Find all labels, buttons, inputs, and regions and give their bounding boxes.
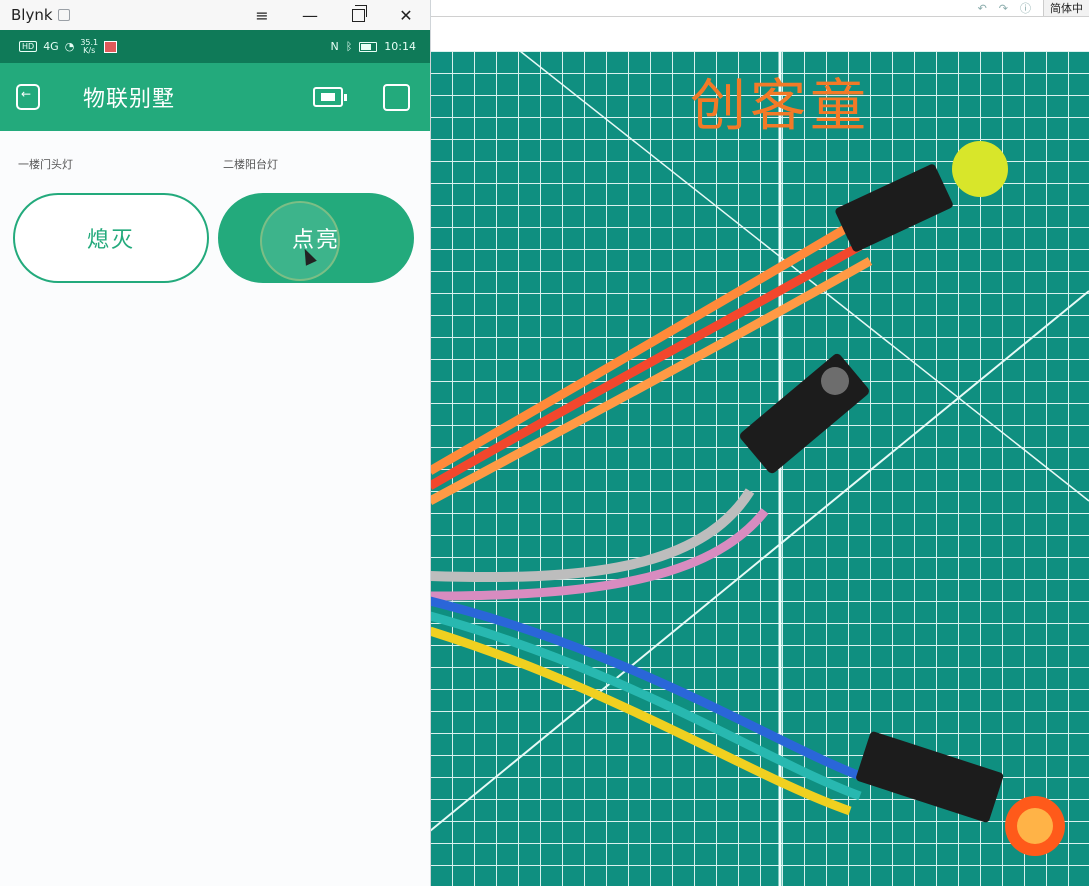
brand-logo-text: 创客童 bbox=[690, 74, 870, 139]
bluetooth-icon: ᛒ bbox=[345, 40, 353, 53]
notification-icon bbox=[104, 40, 118, 53]
window-titlebar: Blynk ≡ — ✕ bbox=[0, 0, 430, 30]
close-icon[interactable]: ✕ bbox=[399, 5, 413, 25]
widget-label-1: 一楼门头灯 bbox=[18, 158, 73, 171]
window-controls: ≡ — ✕ bbox=[238, 0, 430, 30]
clock: 10:14 bbox=[384, 40, 416, 53]
light-1-button-text: 熄灭 bbox=[86, 228, 135, 253]
android-statusbar: HD 4G ◔ 35.1 K/s N ᛒ 10:14 bbox=[0, 30, 430, 63]
redo-icon[interactable]: ↷ bbox=[998, 1, 1008, 15]
background-toolbar: ↶ ↷ ⓘ 简体中 bbox=[430, 0, 1089, 17]
cutting-mat-photo bbox=[430, 51, 1089, 886]
background-strip bbox=[430, 17, 1089, 51]
net-speed: 35.1 K/s bbox=[80, 37, 99, 55]
blynk-appbar: 物联别墅 bbox=[0, 63, 430, 131]
help-icon[interactable]: ⓘ bbox=[1020, 2, 1031, 15]
window-title: Blynk bbox=[11, 6, 70, 24]
dashboard-canvas: 一楼门头灯 二楼阳台灯 熄灭 点亮 bbox=[0, 131, 430, 886]
video-frame: 创客童 bbox=[430, 51, 1089, 886]
pin-icon[interactable] bbox=[57, 9, 70, 21]
restore-icon[interactable] bbox=[334, 0, 382, 30]
play-icon[interactable] bbox=[383, 83, 410, 111]
hd-badge: HD bbox=[19, 41, 38, 52]
blynk-window: Blynk ≡ — ✕ HD 4G ◔ 35.1K/s N ᛒ 10:14 物联… bbox=[0, 0, 431, 886]
minimize-icon[interactable]: — bbox=[302, 5, 318, 25]
light-2-button[interactable]: 点亮 bbox=[218, 193, 414, 283]
light-2-button-text: 点亮 bbox=[291, 228, 340, 253]
widget-label-2: 二楼阳台灯 bbox=[223, 158, 278, 171]
device-icon[interactable] bbox=[313, 87, 347, 107]
nfc-icon: N bbox=[330, 40, 339, 53]
exit-icon[interactable] bbox=[16, 84, 40, 110]
undo-icon[interactable]: ↶ bbox=[977, 1, 987, 15]
wifi-icon: ◔ bbox=[64, 40, 75, 53]
project-title: 物联别墅 bbox=[83, 87, 176, 112]
signal-icon: 4G bbox=[43, 40, 59, 53]
battery-icon bbox=[359, 41, 378, 52]
language-selector[interactable]: 简体中 bbox=[1043, 0, 1089, 16]
touch-ripple bbox=[260, 201, 340, 281]
light-1-button[interactable]: 熄灭 bbox=[13, 193, 209, 283]
menu-icon[interactable]: ≡ bbox=[255, 5, 269, 25]
